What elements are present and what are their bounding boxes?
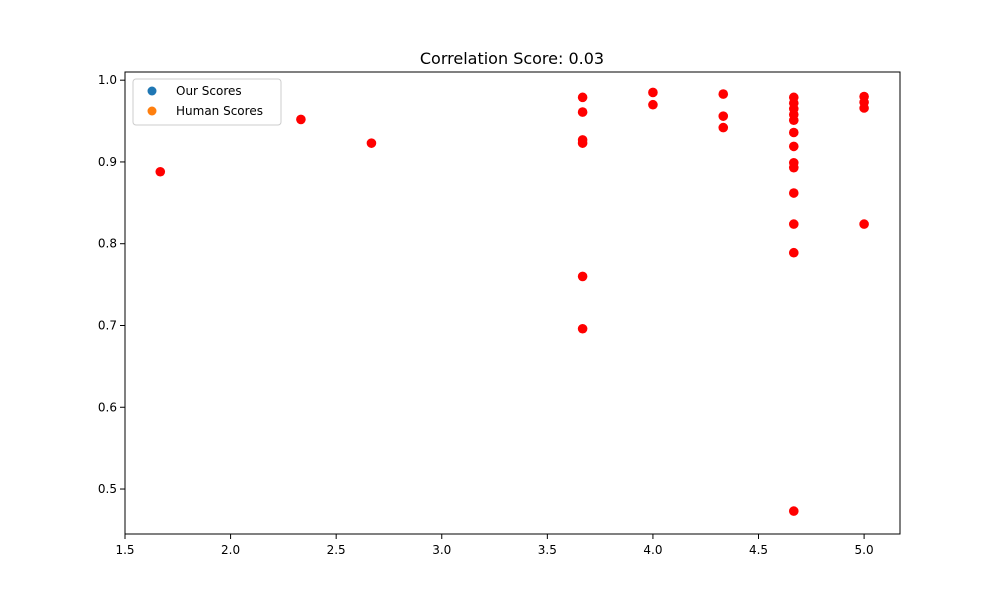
data-point bbox=[718, 89, 729, 99]
data-point bbox=[296, 114, 306, 125]
x-tick-label: 3.0 bbox=[432, 543, 451, 557]
data-point bbox=[859, 219, 869, 229]
data-point bbox=[718, 111, 729, 121]
y-tick-label: 0.5 bbox=[98, 482, 117, 496]
data-point bbox=[788, 162, 799, 173]
data-point bbox=[648, 99, 658, 110]
x-tick-label: 5.0 bbox=[855, 543, 874, 557]
legend-marker bbox=[147, 86, 157, 96]
x-tick-label: 4.5 bbox=[749, 543, 768, 557]
y-tick-label: 0.6 bbox=[98, 400, 117, 414]
data-point bbox=[788, 506, 799, 516]
legend-marker bbox=[147, 106, 157, 116]
data-point bbox=[718, 122, 729, 133]
data-point bbox=[859, 103, 869, 113]
legend-label: Human Scores bbox=[176, 104, 263, 118]
legend: Our Scores Human Scores bbox=[132, 78, 282, 126]
y-tick-label: 1.0 bbox=[98, 73, 117, 87]
y-tick-label: 0.8 bbox=[98, 237, 117, 251]
axes: 1.5 2.0 2.5 3.0 3.5 4.0 4.5 5.0 0.5 0.6 0.7 0.8 0.9 1… bbox=[98, 71, 901, 557]
data-point bbox=[155, 166, 166, 177]
data-point bbox=[577, 323, 588, 334]
data-point bbox=[788, 247, 799, 258]
x-tick-label: 4.0 bbox=[643, 543, 662, 557]
axes-frame bbox=[124, 71, 901, 535]
data-point bbox=[648, 87, 658, 98]
y-tick-label: 0.7 bbox=[98, 318, 117, 332]
data-point bbox=[577, 92, 588, 103]
x-tick-label: 3.5 bbox=[538, 543, 557, 557]
data-point bbox=[788, 188, 799, 198]
data-point bbox=[366, 138, 377, 148]
data-point bbox=[788, 141, 799, 152]
x-tick-label: 2.5 bbox=[327, 543, 346, 557]
legend-box bbox=[132, 78, 282, 126]
legend-label: Our Scores bbox=[176, 84, 242, 98]
data-point bbox=[577, 138, 588, 148]
y-tick-label: 0.9 bbox=[98, 155, 117, 169]
data-point bbox=[577, 271, 588, 282]
data-point bbox=[788, 127, 799, 138]
x-tick-label: 1.5 bbox=[115, 543, 134, 557]
plot-area bbox=[155, 87, 869, 516]
data-point bbox=[788, 115, 799, 126]
data-point bbox=[788, 219, 799, 229]
chart-title: Correlation Score: 0.03 bbox=[420, 49, 604, 68]
x-tick-label: 2.0 bbox=[221, 543, 240, 557]
data-point bbox=[577, 107, 588, 117]
